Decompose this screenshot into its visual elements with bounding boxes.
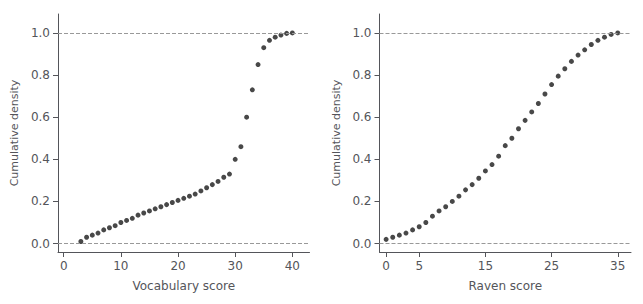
svg-text:0.2: 0.2 — [352, 194, 371, 208]
svg-text:15: 15 — [478, 259, 493, 273]
svg-text:0: 0 — [382, 259, 390, 273]
svg-text:0.4: 0.4 — [31, 152, 50, 166]
svg-text:0.8: 0.8 — [352, 68, 371, 82]
svg-text:0.0: 0.0 — [31, 237, 50, 251]
svg-text:40: 40 — [285, 259, 300, 273]
svg-text:0.6: 0.6 — [31, 110, 50, 124]
svg-text:10: 10 — [113, 259, 128, 273]
svg-text:0.4: 0.4 — [352, 152, 371, 166]
svg-text:0: 0 — [60, 259, 68, 273]
svg-text:25: 25 — [544, 259, 559, 273]
svg-text:0.0: 0.0 — [352, 237, 371, 251]
svg-text:Cumulative density: Cumulative density — [330, 79, 343, 186]
svg-text:20: 20 — [170, 259, 185, 273]
svg-text:35: 35 — [610, 259, 625, 273]
svg-text:Raven score: Raven score — [468, 279, 542, 293]
svg-text:5: 5 — [415, 259, 423, 273]
svg-text:0.6: 0.6 — [352, 110, 371, 124]
svg-text:Cumulative density: Cumulative density — [8, 79, 21, 186]
svg-text:0.2: 0.2 — [31, 194, 50, 208]
svg-text:0.8: 0.8 — [31, 68, 50, 82]
svg-text:30: 30 — [228, 259, 243, 273]
svg-text:Vocabulary score: Vocabulary score — [132, 279, 235, 293]
svg-text:1.0: 1.0 — [31, 26, 50, 40]
svg-text:1.0: 1.0 — [352, 26, 371, 40]
